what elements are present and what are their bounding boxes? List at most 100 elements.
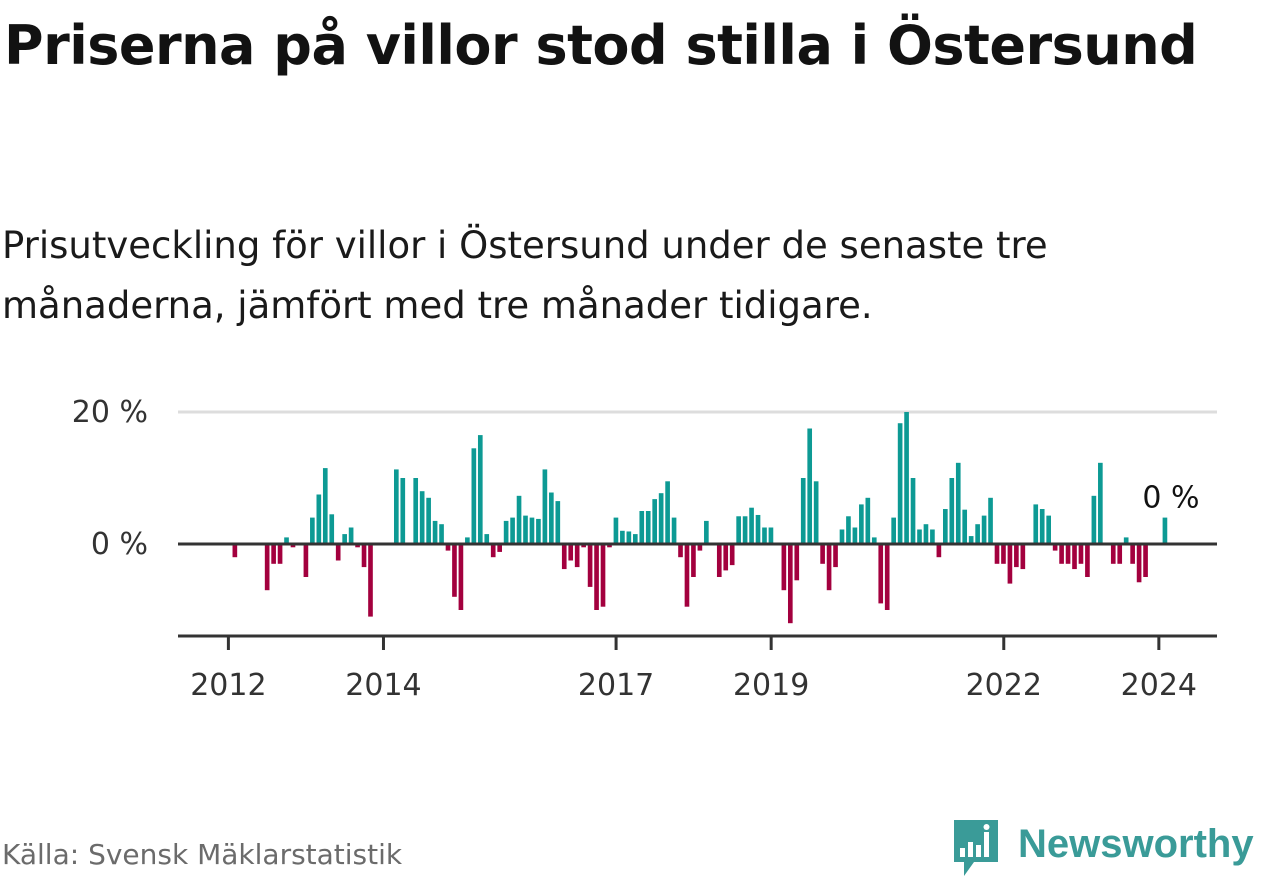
bar xyxy=(594,544,599,610)
x-tick-label: 2014 xyxy=(345,668,421,703)
bar xyxy=(1072,544,1077,570)
bar xyxy=(1136,544,1142,583)
bar xyxy=(516,495,522,544)
newsworthy-logo-icon xyxy=(954,820,998,876)
bar xyxy=(555,501,561,544)
bar xyxy=(639,511,645,544)
bar xyxy=(581,544,586,548)
bar xyxy=(477,435,483,544)
bar xyxy=(749,507,754,544)
bar xyxy=(1065,544,1071,564)
bar xyxy=(613,517,619,544)
bar xyxy=(813,481,819,544)
bar xyxy=(303,544,309,577)
bar xyxy=(290,544,296,548)
bar xyxy=(897,423,903,544)
bar xyxy=(852,527,858,544)
bar xyxy=(704,520,709,544)
bar xyxy=(884,544,890,610)
bar xyxy=(994,544,1000,564)
bar xyxy=(452,544,457,597)
bar xyxy=(329,514,335,544)
bar xyxy=(561,544,567,570)
x-tick-label: 2012 xyxy=(190,668,266,703)
bar xyxy=(335,544,341,561)
bar xyxy=(839,529,845,544)
bar xyxy=(529,517,535,544)
bar xyxy=(943,509,948,544)
bar xyxy=(432,520,438,544)
bar-chart: 0 % 20 % 2012 2014 2017 2019 2022 2024 0 % xyxy=(72,395,1217,703)
bar xyxy=(549,492,554,544)
bar xyxy=(955,462,961,544)
bar xyxy=(271,544,276,564)
bar xyxy=(1059,544,1064,564)
bar xyxy=(445,544,451,551)
bar xyxy=(1007,544,1013,584)
chart-subtitle: Prisutveckling för villor i Östersund un… xyxy=(2,224,1048,327)
bar xyxy=(490,544,496,558)
bar xyxy=(697,544,703,551)
bar xyxy=(484,534,490,544)
bar xyxy=(458,544,464,610)
bar xyxy=(936,544,942,558)
bar xyxy=(833,544,838,568)
bar xyxy=(465,537,470,544)
bar xyxy=(1085,544,1090,577)
bar xyxy=(426,497,431,544)
bar xyxy=(723,544,729,571)
newsworthy-logo-text: Newsworthy xyxy=(1018,822,1254,866)
bar xyxy=(523,515,528,544)
bar xyxy=(917,529,922,544)
bar xyxy=(826,544,832,591)
bar xyxy=(910,478,916,544)
bar xyxy=(413,478,419,544)
bar xyxy=(691,544,696,577)
bar xyxy=(1130,544,1135,564)
bar xyxy=(658,493,664,544)
x-tick-label: 2019 xyxy=(733,668,809,703)
bar xyxy=(949,478,955,544)
x-tick-label: 2017 xyxy=(578,668,654,703)
bar xyxy=(768,527,774,544)
bar xyxy=(736,516,741,544)
bar xyxy=(678,544,683,558)
bar xyxy=(232,544,238,558)
bar xyxy=(981,515,987,544)
bar xyxy=(729,544,735,566)
bar xyxy=(510,517,515,544)
bar xyxy=(620,530,625,544)
bar xyxy=(632,534,638,544)
bar xyxy=(1110,544,1116,564)
bar xyxy=(607,544,612,548)
bar xyxy=(471,448,477,544)
bar xyxy=(665,481,670,544)
bar xyxy=(846,516,851,544)
source-note: Källa: Svensk Mäklarstatistik xyxy=(2,838,403,871)
bar xyxy=(878,544,884,604)
newsworthy-logo[interactable]: Newsworthy xyxy=(952,818,1254,880)
x-tick-label: 2022 xyxy=(966,668,1042,703)
bar xyxy=(859,504,864,544)
bar xyxy=(1052,544,1058,551)
bar xyxy=(310,517,315,544)
bar xyxy=(762,527,767,544)
bar xyxy=(568,544,574,561)
bar xyxy=(542,469,548,544)
bar xyxy=(277,544,283,564)
bar xyxy=(1123,537,1129,544)
bar xyxy=(988,497,993,544)
bar xyxy=(284,537,289,544)
bar xyxy=(1039,509,1045,544)
y-tick-label: 0 % xyxy=(91,527,148,562)
y-tick-label: 20 % xyxy=(72,395,148,430)
bar xyxy=(368,544,373,617)
bar xyxy=(394,469,399,544)
bar xyxy=(348,527,354,544)
x-tick-label: 2024 xyxy=(1121,668,1197,703)
bar xyxy=(742,516,748,544)
bars-layer xyxy=(232,412,1168,624)
bar xyxy=(361,544,367,568)
bar xyxy=(574,544,580,568)
bar xyxy=(264,544,270,591)
